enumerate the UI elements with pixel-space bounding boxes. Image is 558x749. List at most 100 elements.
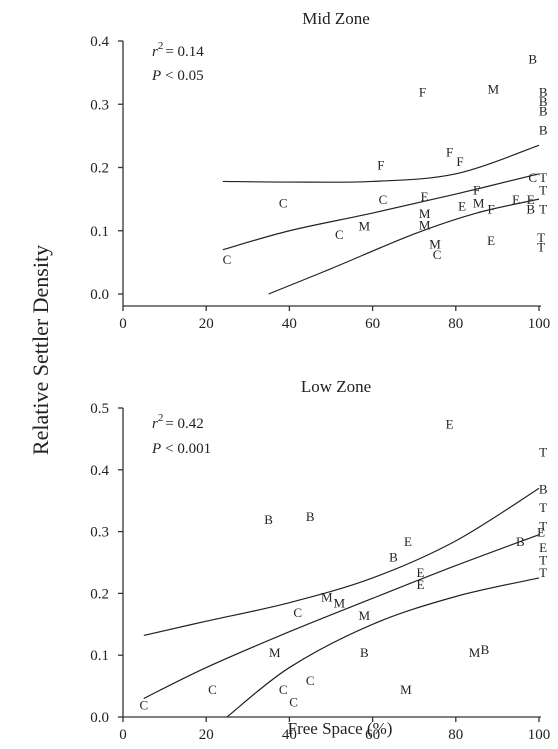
y-tick-label: 0.2 <box>90 161 109 177</box>
data-point: C <box>335 227 344 242</box>
x-tick-label: 80 <box>448 316 463 332</box>
data-point: C <box>279 682 288 697</box>
y-tick-label: 0.2 <box>90 586 109 602</box>
regression-line <box>143 534 540 699</box>
data-point: B <box>539 481 548 496</box>
x-tick-label: 100 <box>528 727 551 743</box>
data-point: T <box>539 202 547 217</box>
upper-confidence-line <box>222 144 540 183</box>
x-tick-label: 20 <box>199 316 214 332</box>
regression-line <box>222 173 540 251</box>
y-tick-label: 0.0 <box>90 710 109 726</box>
data-point: T <box>539 183 547 198</box>
x-tick-label: 60 <box>365 727 380 743</box>
lower-confidence-line <box>268 198 540 295</box>
data-point: B <box>539 94 548 109</box>
data-point: C <box>289 695 298 710</box>
y-tick-label: 0.4 <box>90 463 109 479</box>
data-point: E <box>421 189 429 204</box>
data-point: E <box>512 192 520 207</box>
data-point: E <box>416 577 424 592</box>
data-point: M <box>419 206 431 221</box>
data-point: M <box>469 645 481 660</box>
data-point: M <box>358 219 370 234</box>
p-value-label: P < 0.001 <box>151 441 211 457</box>
data-point: F <box>377 157 384 172</box>
data-point: T <box>539 565 547 580</box>
x-tick-label: 20 <box>199 727 214 743</box>
data-point: B <box>539 104 548 119</box>
data-point: C <box>306 673 315 688</box>
panel-low-zone: Low Zone 0.0 0.1 0.2 0.3 0.4 0.5 0 20 40 60 80 100 r2… <box>90 377 550 743</box>
data-point: M <box>334 596 346 611</box>
data-point: E <box>539 540 547 555</box>
data-point: E <box>446 416 454 431</box>
data-point: M <box>429 236 441 251</box>
data-point: C <box>433 247 442 262</box>
data-point: T <box>539 552 547 567</box>
x-tick-label: 80 <box>448 727 463 743</box>
data-point: C <box>379 192 388 207</box>
data-point: B <box>539 85 548 100</box>
data-point: E <box>458 198 466 213</box>
data-point: C <box>139 698 148 713</box>
y-tick-label: 0.4 <box>90 34 109 50</box>
x-tick-label: 0 <box>119 316 127 332</box>
data-point: B <box>528 52 537 67</box>
data-point: T <box>539 444 547 459</box>
data-point: M <box>419 217 431 232</box>
y-tick-label: 0.5 <box>90 401 109 417</box>
upper-confidence-line <box>143 487 540 637</box>
y-tick-label: 0.0 <box>90 287 109 303</box>
panel-title: Low Zone <box>301 377 371 396</box>
data-point: B <box>526 202 535 217</box>
y-axis-label: Relative Settler Density <box>28 245 53 455</box>
x-tick-label: 40 <box>282 316 297 332</box>
data-point: E <box>487 233 495 248</box>
data-point: M <box>358 608 370 623</box>
data-point: F <box>419 85 426 100</box>
x-tick-label: 60 <box>365 316 380 332</box>
data-point: F <box>473 183 480 198</box>
data-point: M <box>321 589 333 604</box>
data-point: E <box>537 525 545 540</box>
data-point: T <box>539 518 547 533</box>
data-point: M <box>487 81 499 96</box>
y-tick-label: 0.3 <box>90 97 109 113</box>
data-point: C <box>528 170 537 185</box>
data-point: B <box>389 549 398 564</box>
data-point: C <box>208 682 217 697</box>
panel-title: Mid Zone <box>302 9 370 28</box>
data-point: T <box>539 500 547 515</box>
data-point: C <box>223 252 232 267</box>
data-point: F <box>446 145 453 160</box>
data-point: B <box>360 645 369 660</box>
data-point: M <box>473 195 485 210</box>
data-point: E <box>416 565 424 580</box>
x-tick-label: 40 <box>282 727 297 743</box>
data-point: M <box>269 645 281 660</box>
x-axis-label: Free Space (%) <box>288 719 393 738</box>
data-point: T <box>537 240 545 255</box>
data-point: B <box>539 123 548 138</box>
data-point: T <box>539 170 547 185</box>
lower-confidence-line <box>226 577 540 718</box>
data-point: F <box>488 202 495 217</box>
data-point: B <box>264 512 273 527</box>
x-tick-label: 0 <box>119 727 127 743</box>
data-point: C <box>279 195 288 210</box>
data-point: C <box>293 605 302 620</box>
x-tick-label: 100 <box>528 316 551 332</box>
y-tick-label: 0.1 <box>90 224 109 240</box>
data-point: B <box>306 509 315 524</box>
data-point: T <box>537 230 545 245</box>
panels: Mid Zone 0.0 0.1 0.2 0.3 0.4 0 20 40 60 80 100 r2 = 0… <box>90 9 550 743</box>
data-point: B <box>516 534 525 549</box>
y-tick-label: 0.3 <box>90 525 109 541</box>
r-squared-label: r2 = 0.42 <box>152 412 204 432</box>
data-point: E <box>404 534 412 549</box>
p-value-label: P < 0.05 <box>151 68 204 84</box>
y-tick-label: 0.1 <box>90 648 109 664</box>
data-point: E <box>527 192 535 207</box>
